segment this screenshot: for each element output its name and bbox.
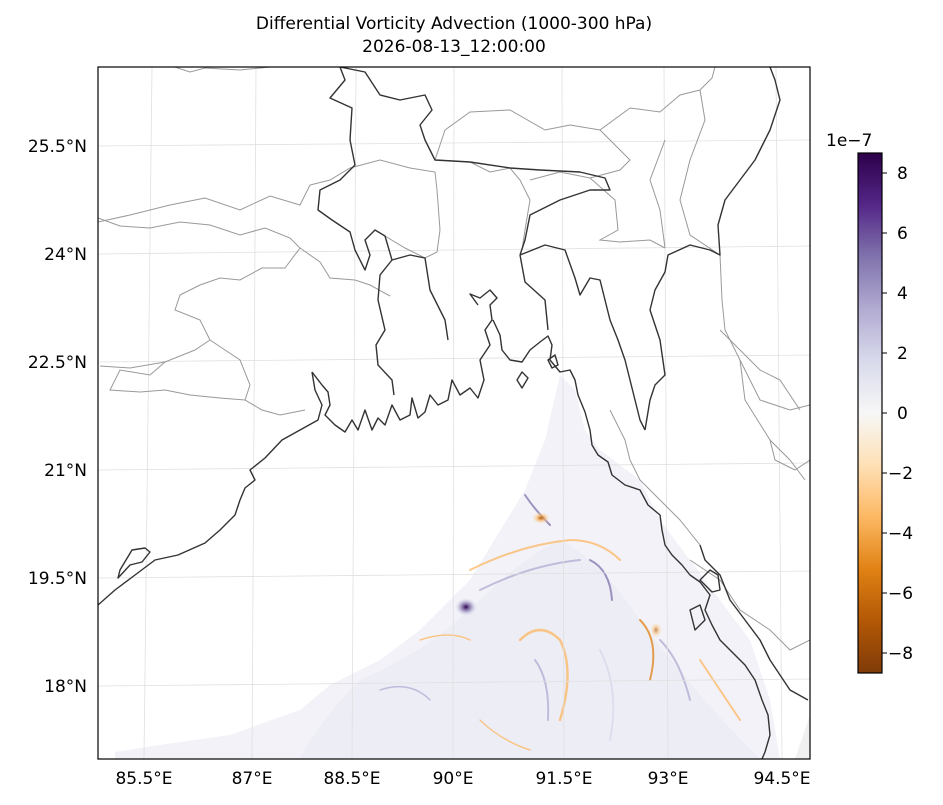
colorbar-multiplier: 1e−7 [826,131,872,151]
lon-label: 90°E [433,769,474,789]
gridlines [98,67,810,759]
colorbar-tick: 0 [897,404,908,424]
advection-field [115,375,810,759]
state-borders [98,67,810,651]
colorbar-gradient [858,153,882,673]
lat-label: 25.5°N [28,137,87,157]
map-frame [97,66,811,760]
lon-label: 87°E [232,769,273,789]
lon-label: 94.5°E [753,769,810,789]
colorbar-tick: 4 [897,284,908,304]
chart-title: Differential Vorticity Advection (1000-3… [255,14,653,34]
colorbar: 1e−7 8 6 4 2 0 −2 −4 −6 −8 [826,131,913,674]
longitude-labels: 85.5°E 87°E 88.5°E 90°E 91.5°E 93°E 94.5… [115,769,810,789]
lat-label: 19.5°N [28,569,87,589]
colorbar-tick: −2 [888,464,913,484]
lon-label: 91.5°E [535,769,592,789]
colorbar-tick: −6 [888,584,913,604]
lon-label: 85.5°E [115,769,172,789]
colorbar-tick: 8 [897,164,908,184]
lon-label: 88.5°E [323,769,380,789]
lat-label: 21°N [44,461,87,481]
lat-label: 18°N [44,677,87,697]
colorbar-tick: 2 [897,344,908,364]
latitude-labels: 25.5°N 24°N 22.5°N 21°N 19.5°N 18°N [28,137,87,697]
colorbar-tick: 6 [897,224,908,244]
lon-label: 93°E [648,769,689,789]
colorbar-tick: −4 [888,524,913,544]
lat-label: 22.5°N [28,353,87,373]
lat-label: 24°N [44,245,87,265]
map-area [98,67,810,759]
colorbar-tick: −8 [888,644,913,664]
coastlines [98,67,809,759]
chart-subtitle: 2026-08-13_12:00:00 [362,37,546,57]
